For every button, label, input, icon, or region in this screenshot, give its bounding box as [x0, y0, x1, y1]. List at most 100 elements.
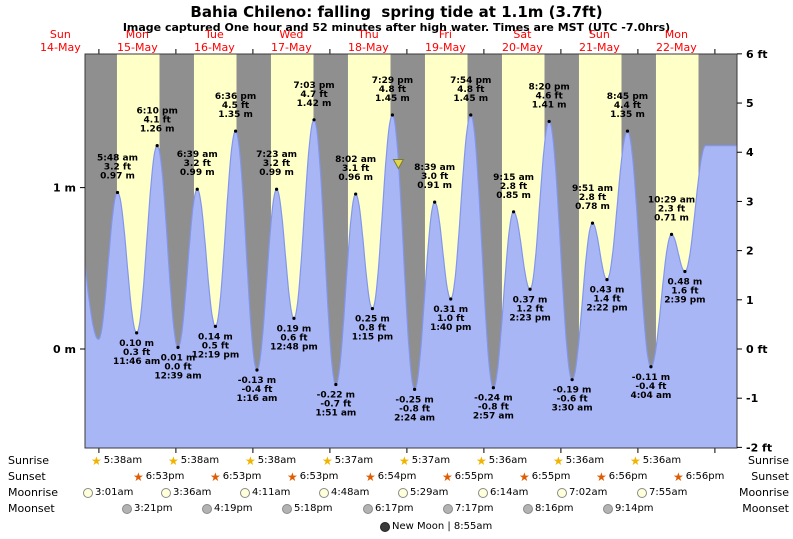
- moonset-icon: [282, 503, 292, 514]
- low-tide-label: -0.7 ft: [320, 400, 352, 410]
- right-axis-label: -2 ft: [746, 441, 772, 454]
- moonrise-time: 4:48am: [331, 487, 370, 498]
- astro-row-label-moonrise-left: Moonrise: [8, 486, 58, 499]
- day-label-date: 20-May: [502, 41, 543, 54]
- low-tide-point: [605, 277, 609, 282]
- moonrise-icon: [478, 487, 488, 498]
- sunrise-entry: ★ 5:37am: [399, 454, 450, 467]
- moonset-entry: 9:14pm: [603, 502, 654, 515]
- moonset-icon: [202, 503, 212, 514]
- sunset-star-icon: ★: [210, 469, 221, 484]
- high-tide-point: [155, 144, 159, 148]
- low-tide-label: 0.3 ft: [123, 348, 151, 358]
- sunrise-time: 5:38am: [103, 455, 143, 466]
- low-tide-point: [449, 297, 453, 301]
- high-tide-point: [274, 187, 279, 191]
- moonset-entry: 8:16pm: [523, 502, 574, 515]
- moonset-entry: 3:21pm: [122, 502, 173, 515]
- low-tide-label: 0.01 m: [161, 353, 196, 363]
- high-tide-point: [625, 129, 630, 133]
- high-tide-point: [433, 200, 437, 204]
- astro-row-label-sunrise-left: Sunrise: [8, 454, 50, 467]
- high-tide-label: 7:29 pm: [372, 76, 413, 86]
- low-tide-point: [135, 331, 139, 335]
- high-tide-label: 1.42 m: [297, 99, 332, 109]
- moonrise-icon: [319, 487, 329, 498]
- sunset-entry: ★ 6:53pm: [287, 470, 338, 483]
- day-label-date: 17-May: [271, 41, 312, 54]
- high-tide-point: [469, 113, 473, 117]
- sunset-time: 6:55pm: [454, 471, 494, 482]
- sunrise-entry: ★ 5:36am: [553, 454, 604, 467]
- day-label-dow: Thu: [357, 28, 379, 41]
- sunrise-star-icon: ★: [322, 453, 333, 468]
- right-axis-label: -1: [746, 392, 758, 405]
- sunrise-entry: ★ 5:38am: [91, 454, 142, 467]
- moonrise-time: 7:55am: [649, 487, 688, 498]
- low-tide-label: 2:57 am: [473, 412, 514, 422]
- sunset-star-icon: ★: [442, 469, 453, 484]
- low-tide-label: 11:46 am: [113, 357, 160, 367]
- moonset-time: 8:16pm: [535, 503, 574, 514]
- day-label-dow: Fri: [439, 28, 452, 41]
- sunset-star-icon: ★: [365, 469, 376, 484]
- moonset-icon: [443, 503, 453, 514]
- moonrise-entry: 3:01am: [83, 486, 133, 499]
- high-tide-label: 9:15 am: [493, 173, 534, 183]
- moonrise-entry: 4:48am: [319, 486, 369, 499]
- high-tide-label: 2.8 ft: [579, 193, 607, 203]
- day-label-dow: Sun: [50, 28, 71, 41]
- high-tide-label: 1.35 m: [218, 110, 253, 120]
- moonrise-entry: 3:36am: [161, 486, 211, 499]
- high-tide-point: [390, 113, 395, 117]
- sunset-time: 6:53pm: [299, 471, 339, 482]
- sunset-entry: ★ 6:53pm: [133, 470, 184, 483]
- sunset-entry: ★ 6:56pm: [596, 470, 647, 483]
- low-tide-point: [213, 324, 218, 329]
- high-tide-label: 0.78 m: [575, 202, 610, 212]
- high-tide-label: 0.71 m: [654, 213, 689, 223]
- right-axis-label: 4: [746, 146, 754, 159]
- moonset-icon: [363, 503, 373, 514]
- high-tide-label: 3.2 ft: [104, 162, 132, 172]
- high-tide-label: 1.26 m: [140, 125, 175, 135]
- day-label-date: 16-May: [194, 41, 235, 54]
- high-tide-point: [511, 210, 516, 214]
- low-tide-label: 0.14 m: [198, 332, 233, 342]
- sunset-time: 6:53pm: [145, 471, 185, 482]
- right-axis-label: 6 ft: [746, 48, 768, 61]
- high-tide-point: [312, 118, 316, 122]
- moonrise-icon: [398, 487, 408, 498]
- low-tide-point: [334, 382, 338, 387]
- low-tide-label: 0.37 m: [513, 295, 548, 305]
- high-tide-label: 0.85 m: [496, 191, 531, 201]
- high-tide-label: 7:23 am: [256, 150, 297, 160]
- sunrise-time: 5:36am: [565, 455, 605, 466]
- day-label-date: 19-May: [425, 41, 466, 54]
- high-tide-label: 1.45 m: [453, 94, 488, 104]
- high-tide-label: 7:03 pm: [293, 81, 334, 91]
- sunrise-time: 5:37am: [411, 455, 451, 466]
- sunrise-star-icon: ★: [399, 453, 410, 468]
- sunset-entry: ★ 6:54pm: [365, 470, 416, 483]
- low-tide-point: [683, 269, 687, 274]
- moonrise-time: 5:29am: [410, 487, 449, 498]
- low-tide-label: 1.2 ft: [516, 304, 544, 314]
- sunrise-entry: ★ 5:37am: [322, 454, 373, 467]
- tide-curve-area: [85, 115, 737, 448]
- astro-row-label-moonrise-right: Moonrise: [739, 486, 789, 499]
- high-tide-label: 3.1 ft: [342, 164, 370, 174]
- sunset-time: 6:56pm: [608, 471, 648, 482]
- sunset-star-icon: ★: [287, 469, 298, 484]
- sunrise-entry: ★ 5:38am: [168, 454, 219, 467]
- new-moon-icon: [380, 521, 390, 532]
- day-label-date: 14-May: [40, 41, 81, 54]
- low-tide-label: -0.4 ft: [241, 385, 273, 395]
- astro-row-label-sunset-right: Sunset: [751, 470, 789, 483]
- sunset-time: 6:53pm: [222, 471, 262, 482]
- high-tide-label: 4.6 ft: [535, 91, 563, 101]
- low-tide-point: [176, 345, 180, 349]
- high-tide-label: 0.97 m: [100, 171, 135, 181]
